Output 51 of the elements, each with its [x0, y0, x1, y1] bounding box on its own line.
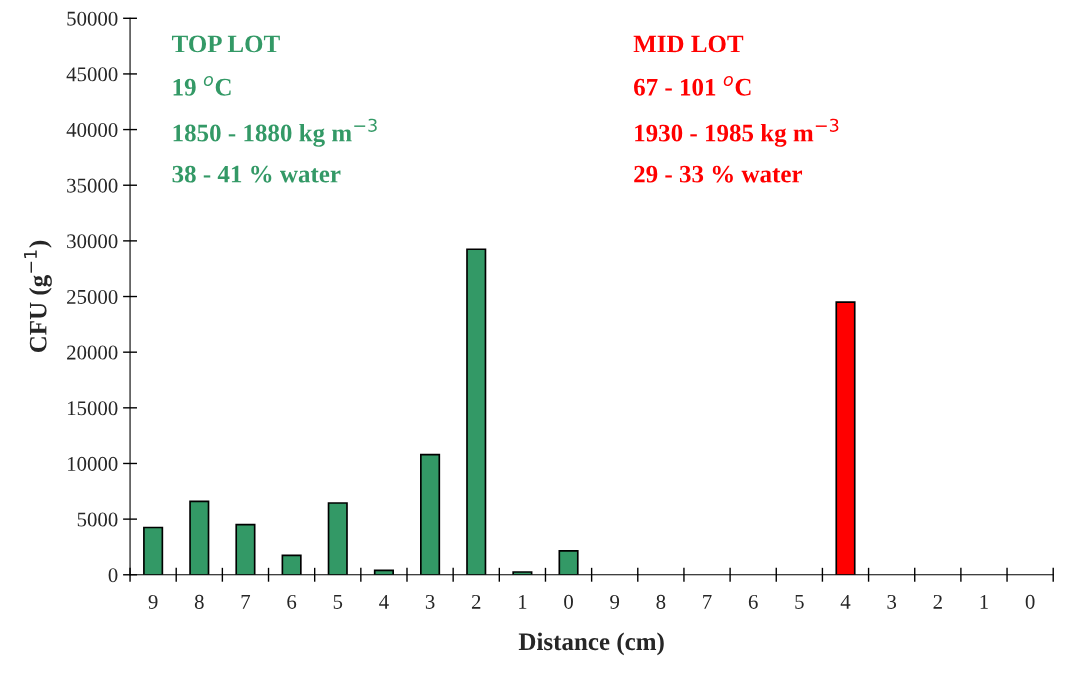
x-tick-label: 3 — [887, 594, 897, 609]
annotation: 29 - 33 % water — [634, 165, 803, 183]
bar — [235, 523, 256, 575]
x-tick-label: 1 — [519, 594, 527, 609]
bar — [281, 554, 302, 575]
annotation: 1850 - 1880 kg m$^{−3}$ — [173, 118, 377, 147]
x-tick-label: 5 — [795, 595, 804, 609]
x-tick-label: 4 — [840, 594, 851, 609]
bar — [835, 301, 856, 575]
bar — [189, 500, 210, 575]
bar — [558, 550, 579, 575]
x-axis-title: Distance (cm) — [518, 632, 664, 656]
bar — [143, 526, 164, 575]
x-tick-label: 5 — [333, 595, 343, 609]
x-tick-label: 7 — [241, 595, 251, 609]
bar — [466, 248, 487, 575]
annotation: 38 - 41 % water — [172, 165, 341, 183]
y-axis-title: CFU (g$^{−1}$) — [24, 240, 52, 353]
x-tick-label: 8 — [194, 594, 204, 609]
y-tick-label: 30000 — [67, 234, 118, 249]
annotation: 19 $^{o}$C — [173, 76, 231, 96]
x-tick-label: 8 — [656, 594, 666, 609]
y-tick-label: 0 — [108, 568, 118, 583]
bar — [327, 502, 348, 575]
y-tick-label: 35000 — [67, 178, 118, 193]
annotation: 1930 - 1985 kg m$^{−3}$ — [635, 118, 839, 147]
annotation: 67 - 101 $^{o}$C — [634, 76, 751, 96]
y-tick-label: 25000 — [67, 289, 118, 304]
x-tick-label: 3 — [425, 594, 435, 609]
bar — [420, 453, 441, 575]
x-tick-label: 7 — [703, 595, 712, 609]
x-tick-label: 2 — [933, 594, 942, 609]
x-tick-label: 0 — [564, 594, 573, 609]
y-tick-label: 10000 — [68, 456, 118, 471]
y-tick-label: 40000 — [66, 122, 118, 138]
y-tick-label: 45000 — [66, 67, 118, 82]
x-tick-label: 4 — [379, 594, 389, 609]
y-tick-label: 50000 — [67, 11, 118, 26]
y-tick-label: 20000 — [67, 345, 118, 360]
x-tick-label: 9 — [610, 594, 620, 609]
text: TOP LOT — [171, 35, 280, 53]
y-tick-label: 15000 — [68, 401, 118, 416]
bar — [373, 569, 394, 575]
y-tick-label: 5000 — [77, 512, 118, 527]
x-tick-label: 2 — [471, 594, 481, 609]
x-tick-label: 0 — [1025, 594, 1035, 609]
x-tick-label: 6 — [748, 594, 758, 609]
text: MID LOT — [633, 35, 744, 53]
x-tick-label: 9 — [148, 594, 158, 609]
x-tick-label: 1 — [980, 594, 988, 609]
x-tick-label: 6 — [287, 594, 297, 609]
